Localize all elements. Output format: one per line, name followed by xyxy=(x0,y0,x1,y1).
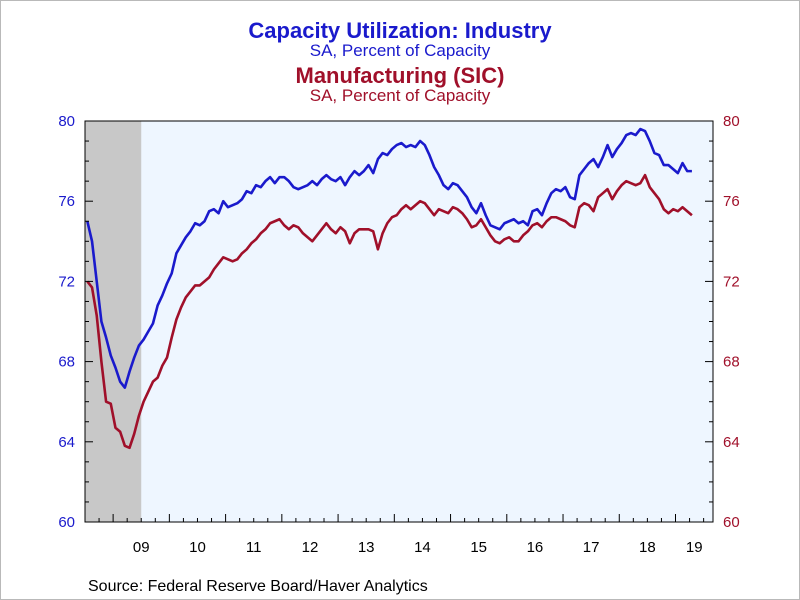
x-tick-label: 17 xyxy=(583,539,600,556)
y-left-tick-label: 64 xyxy=(58,434,75,451)
series-line-manufacturing xyxy=(86,173,693,450)
x-tick-label: 14 xyxy=(414,539,431,556)
y-right-tick-label: 68 xyxy=(723,354,740,371)
x-tick-label: 19 xyxy=(686,539,703,556)
x-tick-label: 09 xyxy=(133,539,150,556)
chart-title-manufacturing: Manufacturing (SIC) xyxy=(295,63,505,88)
y-right-tick-label: 76 xyxy=(723,193,740,210)
x-tick-label: 16 xyxy=(527,539,544,556)
x-tick-label: 12 xyxy=(302,539,319,556)
plot-background xyxy=(85,121,713,522)
y-right-tick-label: 60 xyxy=(723,514,740,531)
y-right-tick-label: 72 xyxy=(723,273,740,290)
y-right-tick-label: 80 xyxy=(723,113,740,130)
recession-shading xyxy=(85,121,142,522)
x-tick-label: 15 xyxy=(470,539,487,556)
y-right-tick-label: 64 xyxy=(723,434,740,451)
x-tick-label: 10 xyxy=(189,539,206,556)
x-tick-label: 18 xyxy=(639,539,656,556)
y-left-tick-label: 68 xyxy=(58,354,75,371)
x-tick-label: 11 xyxy=(246,539,262,556)
chart-subtitle-industry: SA, Percent of Capacity xyxy=(309,41,491,60)
y-left-tick-label: 80 xyxy=(58,113,75,130)
y-left-tick-label: 60 xyxy=(58,514,75,531)
chart-subtitle-manufacturing: SA, Percent of Capacity xyxy=(309,86,491,105)
series-line-industry xyxy=(86,127,692,389)
y-left-tick-label: 72 xyxy=(58,273,75,290)
chart-title-industry: Capacity Utilization: Industry xyxy=(248,18,552,43)
x-tick-label: 13 xyxy=(358,539,375,556)
y-left-tick-label: 76 xyxy=(58,193,75,210)
source-note: Source: Federal Reserve Board/Haver Anal… xyxy=(88,578,428,595)
